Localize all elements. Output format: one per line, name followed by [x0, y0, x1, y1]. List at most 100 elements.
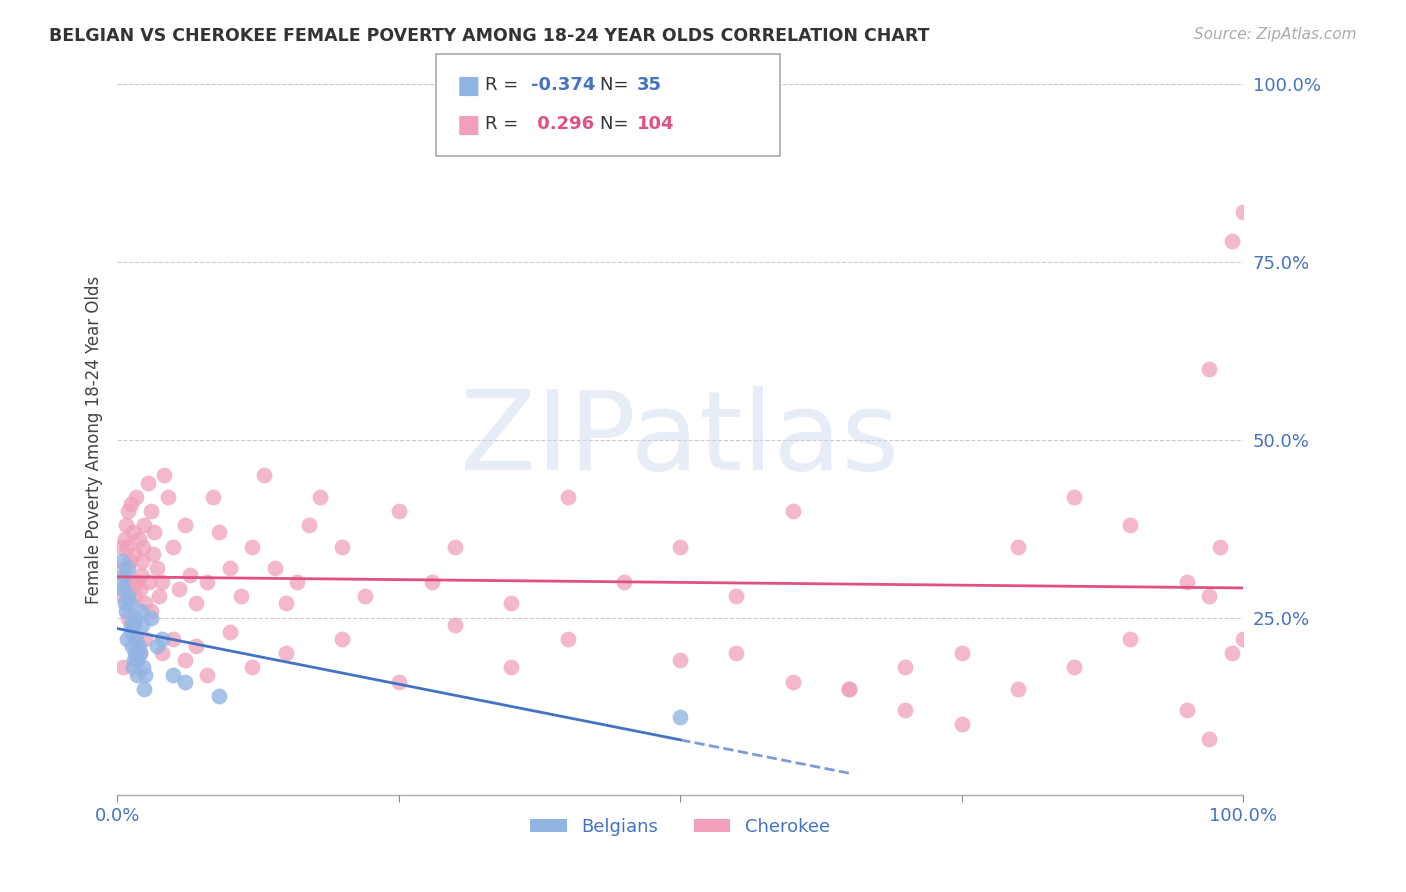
- Point: [207, 689, 229, 703]
- Point: [354, 590, 377, 604]
- Point: [218, 624, 240, 639]
- Y-axis label: Female Poverty Among 18-24 Year Olds: Female Poverty Among 18-24 Year Olds: [86, 276, 103, 604]
- Point: [118, 597, 141, 611]
- Text: ■: ■: [457, 74, 481, 98]
- Point: [124, 590, 146, 604]
- Point: [136, 475, 159, 490]
- Text: Source: ZipAtlas.com: Source: ZipAtlas.com: [1194, 27, 1357, 42]
- Point: [117, 590, 139, 604]
- Point: [330, 632, 353, 646]
- Point: [501, 660, 523, 674]
- Point: [122, 547, 145, 561]
- Point: [240, 540, 263, 554]
- Point: [117, 610, 139, 624]
- Point: [557, 490, 579, 504]
- Point: [162, 667, 184, 681]
- Point: [115, 603, 138, 617]
- Point: [501, 597, 523, 611]
- Point: [725, 646, 748, 660]
- Point: [308, 490, 330, 504]
- Text: N=: N=: [600, 115, 634, 133]
- Point: [1220, 234, 1243, 248]
- Point: [138, 575, 160, 590]
- Point: [195, 667, 218, 681]
- Text: R =: R =: [485, 76, 524, 94]
- Point: [1209, 540, 1232, 554]
- Point: [725, 590, 748, 604]
- Point: [173, 518, 195, 533]
- Text: ■: ■: [457, 113, 481, 137]
- Point: [148, 590, 170, 604]
- Point: [128, 533, 150, 547]
- Point: [132, 660, 155, 674]
- Point: [156, 490, 179, 504]
- Point: [274, 597, 297, 611]
- Point: [117, 561, 139, 575]
- Point: [114, 597, 136, 611]
- Point: [139, 504, 162, 518]
- Text: 35: 35: [637, 76, 662, 94]
- Point: [132, 540, 155, 554]
- Point: [112, 561, 135, 575]
- Point: [118, 554, 141, 568]
- Point: [179, 568, 201, 582]
- Text: 104: 104: [637, 115, 675, 133]
- Point: [894, 703, 917, 717]
- Point: [143, 525, 166, 540]
- Point: [1232, 632, 1254, 646]
- Point: [285, 575, 308, 590]
- Point: [125, 632, 148, 646]
- Point: [388, 674, 411, 689]
- Point: [139, 610, 162, 624]
- Point: [128, 646, 150, 660]
- Point: [1063, 490, 1085, 504]
- Point: [838, 681, 860, 696]
- Point: [150, 575, 173, 590]
- Point: [150, 646, 173, 660]
- Point: [114, 533, 136, 547]
- Point: [134, 632, 156, 646]
- Point: [1007, 681, 1029, 696]
- Point: [145, 561, 167, 575]
- Point: [111, 590, 134, 604]
- Point: [782, 504, 804, 518]
- Point: [950, 717, 973, 731]
- Point: [122, 525, 145, 540]
- Text: ZIPatlas: ZIPatlas: [460, 386, 900, 493]
- Text: N=: N=: [600, 76, 634, 94]
- Point: [150, 632, 173, 646]
- Point: [134, 667, 156, 681]
- Point: [139, 603, 162, 617]
- Point: [134, 597, 156, 611]
- Point: [145, 639, 167, 653]
- Point: [117, 504, 139, 518]
- Point: [297, 518, 319, 533]
- Point: [110, 575, 132, 590]
- Point: [195, 575, 218, 590]
- Point: [117, 540, 139, 554]
- Point: [218, 561, 240, 575]
- Point: [121, 639, 143, 653]
- Point: [252, 468, 274, 483]
- Text: BELGIAN VS CHEROKEE FEMALE POVERTY AMONG 18-24 YEAR OLDS CORRELATION CHART: BELGIAN VS CHEROKEE FEMALE POVERTY AMONG…: [49, 27, 929, 45]
- Point: [128, 639, 150, 653]
- Point: [557, 632, 579, 646]
- Point: [131, 554, 153, 568]
- Point: [838, 681, 860, 696]
- Point: [894, 660, 917, 674]
- Point: [173, 674, 195, 689]
- Point: [129, 603, 152, 617]
- Point: [184, 597, 207, 611]
- Point: [115, 518, 138, 533]
- Point: [1232, 205, 1254, 219]
- Point: [950, 646, 973, 660]
- Text: R =: R =: [485, 115, 524, 133]
- Point: [229, 590, 252, 604]
- Text: -0.374: -0.374: [531, 76, 596, 94]
- Point: [125, 490, 148, 504]
- Point: [111, 660, 134, 674]
- Point: [153, 468, 176, 483]
- Point: [422, 575, 444, 590]
- Point: [124, 610, 146, 624]
- Point: [127, 575, 149, 590]
